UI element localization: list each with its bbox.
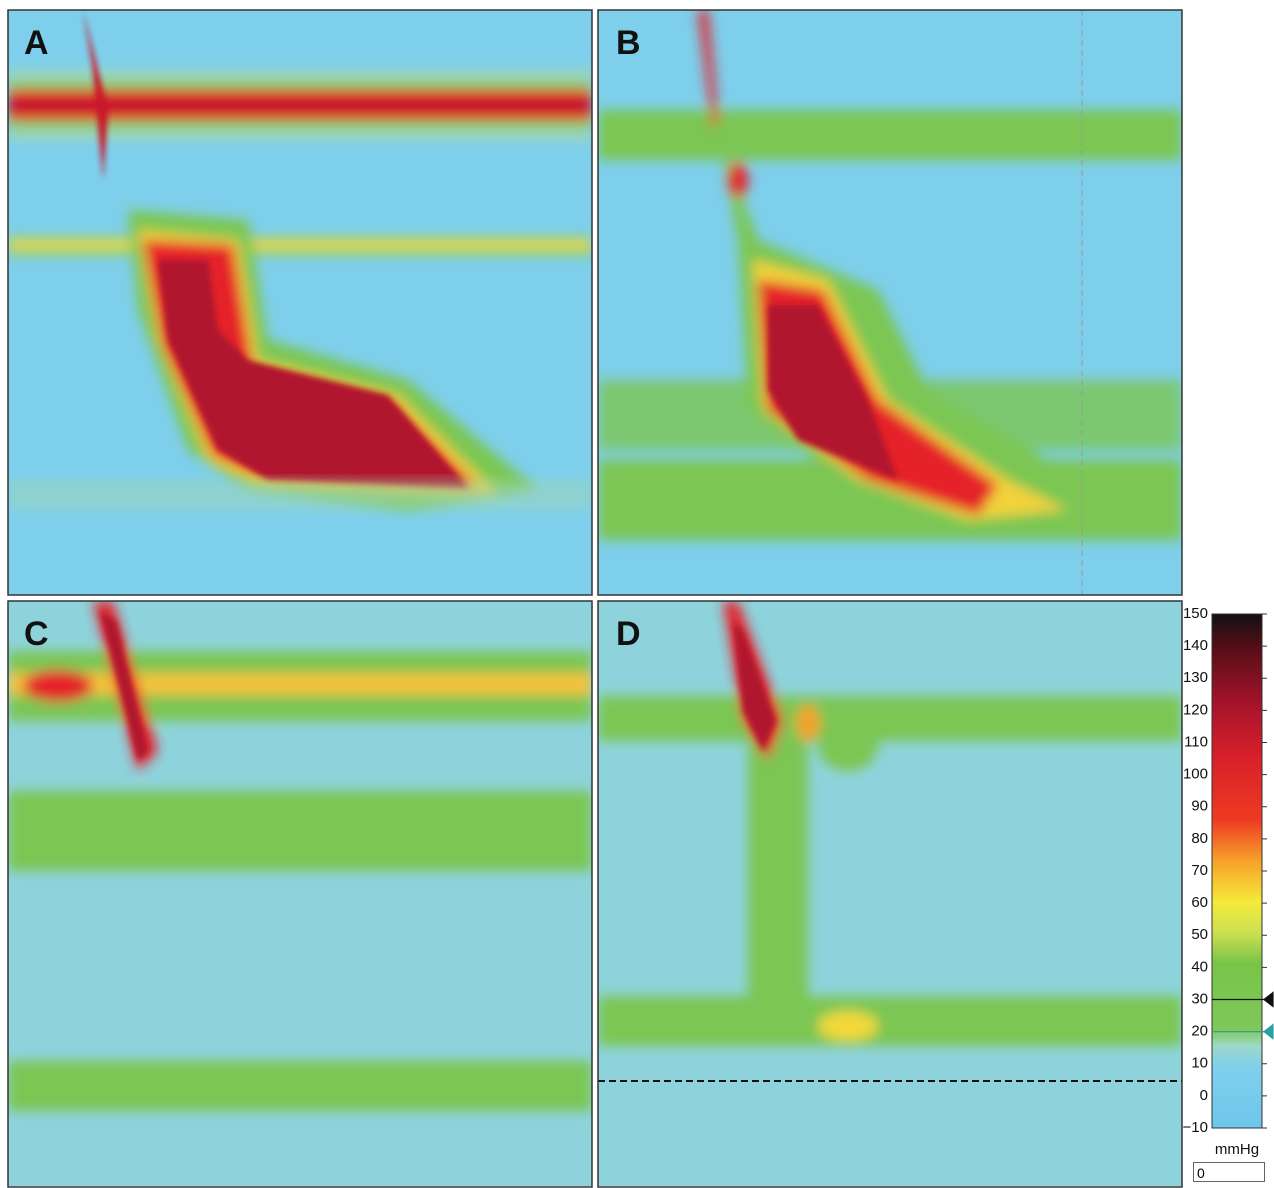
panel-label: B — [616, 24, 641, 62]
colorbar-tick-label: 90 — [1191, 798, 1208, 815]
colorbar-tick-label: 10 — [1191, 1055, 1208, 1072]
panel-c — [8, 601, 592, 1186]
colorbar-unit: mmHg — [1215, 1141, 1259, 1158]
colorbar-tick-label: 50 — [1191, 926, 1208, 943]
panel-d — [598, 601, 1182, 1186]
colorbar-tick-label: 80 — [1191, 830, 1208, 847]
colorbar-tick-label: 0 — [1200, 1087, 1208, 1104]
colorbar-tick-label: 110 — [1184, 733, 1208, 750]
colorbar-gradient — [1212, 614, 1262, 1128]
colorbar-tick-label: 70 — [1191, 862, 1208, 879]
colorbar-tick-label: 30 — [1191, 990, 1208, 1007]
colorbar-tick-label: 40 — [1191, 958, 1208, 975]
panel-a — [8, 10, 592, 595]
colorbar-tick-label: 130 — [1183, 669, 1208, 686]
colorbar-tick-label: −10 — [1183, 1119, 1208, 1136]
colorbar-tick-label: 60 — [1191, 894, 1208, 911]
colorbar-tick-label: 100 — [1183, 766, 1208, 783]
panel-b — [598, 10, 1182, 595]
panel-label: A — [24, 24, 49, 62]
value-input[interactable]: 0 — [1193, 1162, 1265, 1182]
panel-label: D — [616, 615, 641, 653]
figure: A B C D 15014013012011010090807060504030… — [0, 0, 1274, 1188]
panel-label: C — [24, 615, 49, 653]
page: {"panels": [{"label": "A"}, {"label": "B… — [0, 0, 1274, 1188]
colorbar-tick-label: 120 — [1183, 701, 1208, 718]
colorbar-tick-label: 140 — [1183, 637, 1208, 654]
colorbar-tick-label: 20 — [1191, 1023, 1208, 1040]
colorbar-tick-label: 150 — [1183, 605, 1208, 622]
